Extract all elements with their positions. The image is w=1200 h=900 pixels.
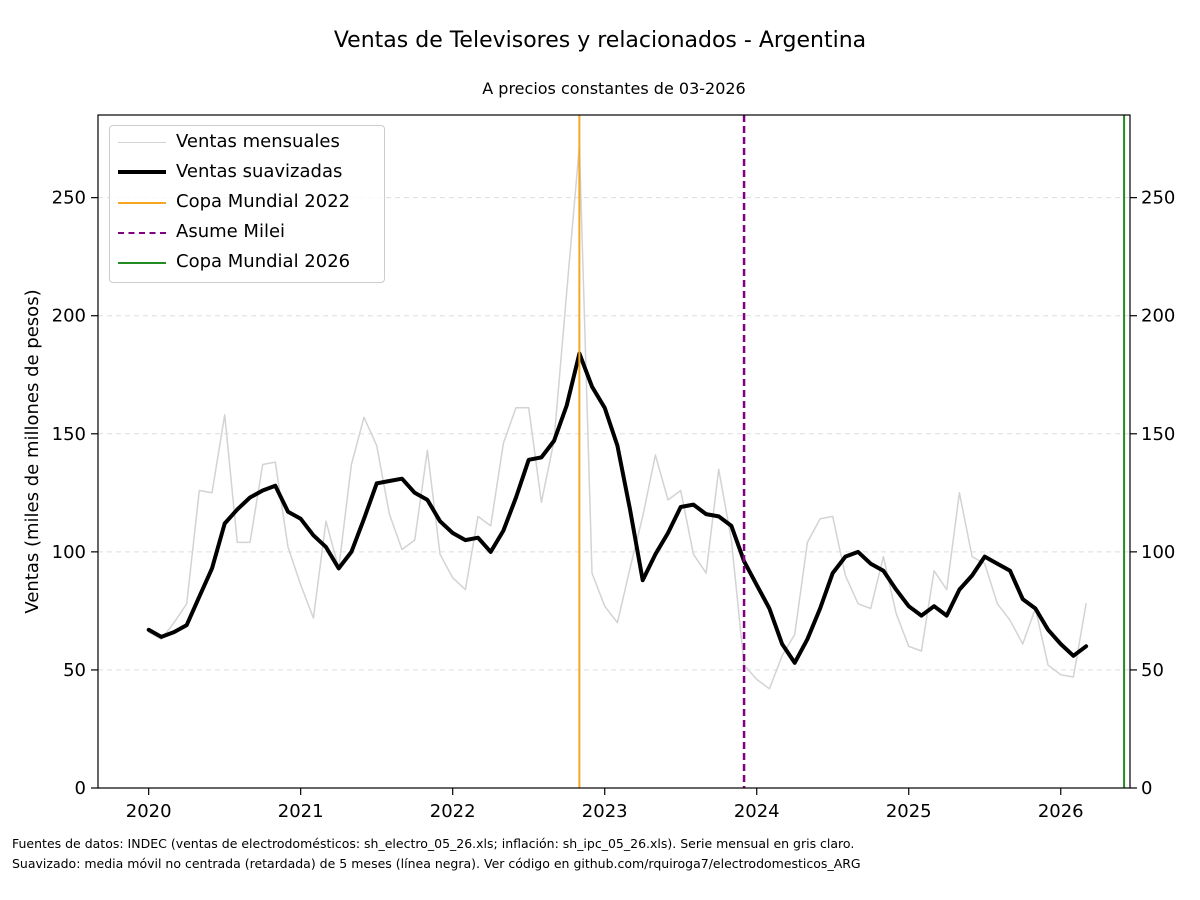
legend-item-copa-mundial-2026: Copa Mundial 2026: [110, 248, 384, 278]
x-tick-label: 2022: [430, 801, 476, 822]
legend-swatch: [118, 170, 166, 174]
y-tick-label-left: 0: [75, 778, 86, 799]
legend-swatch: [118, 262, 166, 264]
x-tick-label: 2024: [734, 801, 780, 822]
y-tick-label-left: 200: [52, 306, 86, 327]
y-tick-label-right: 200: [1141, 306, 1175, 327]
legend-label: Copa Mundial 2022: [176, 191, 351, 212]
x-tick-label: 2026: [1038, 801, 1084, 822]
footnote-smoothing: Suavizado: media móvil no centrada (reta…: [12, 856, 861, 871]
y-tick-label-right: 150: [1141, 424, 1175, 445]
chart-subtitle: A precios constantes de 03-2026: [482, 79, 746, 98]
y-axis-label: Ventas (miles de millones de pesos): [22, 289, 43, 613]
y-tick-label-left: 150: [52, 424, 86, 445]
y-tick-label-right: 250: [1141, 188, 1175, 209]
y-tick-label-left: 250: [52, 188, 86, 209]
legend-swatch: [118, 202, 166, 204]
legend-label: Ventas suavizadas: [176, 161, 343, 182]
y-tick-label-left: 50: [63, 660, 86, 681]
x-tick-label: 2020: [126, 801, 172, 822]
legend-label: Copa Mundial 2026: [176, 251, 351, 272]
x-tick-label: 2021: [278, 801, 324, 822]
series-line-ventas-suavizadas: [146, 351, 1089, 665]
x-tick-label: 2025: [886, 801, 932, 822]
plot-frame: [97, 114, 1131, 789]
x-tick-label: 2023: [582, 801, 628, 822]
y-tick-label-right: 100: [1141, 542, 1175, 563]
legend-item-ventas-suavizadas: Ventas suavizadas: [110, 158, 384, 188]
chart-title: Ventas de Televisores y relacionados - A…: [333, 28, 867, 53]
footnote-sources: Fuentes de datos: INDEC (ventas de elect…: [12, 836, 855, 851]
legend-item-ventas-mensuales: Ventas mensuales: [110, 128, 384, 158]
legend-label: Ventas mensuales: [176, 131, 340, 152]
legend-item-asume-milei: Asume Milei: [110, 218, 384, 248]
legend-label: Asume Milei: [176, 221, 286, 242]
y-tick-label-left: 100: [52, 542, 86, 563]
y-tick-label-right: 0: [1141, 778, 1152, 799]
y-tick-label-right: 50: [1141, 660, 1164, 681]
legend-swatch: [118, 232, 166, 234]
series-line-ventas-mensuales: [147, 144, 1087, 690]
chart-legend: Ventas mensuales Ventas suavizadas Copa …: [109, 125, 385, 283]
legend-item-copa-mundial-2022: Copa Mundial 2022: [110, 188, 384, 218]
legend-swatch: [118, 142, 166, 143]
